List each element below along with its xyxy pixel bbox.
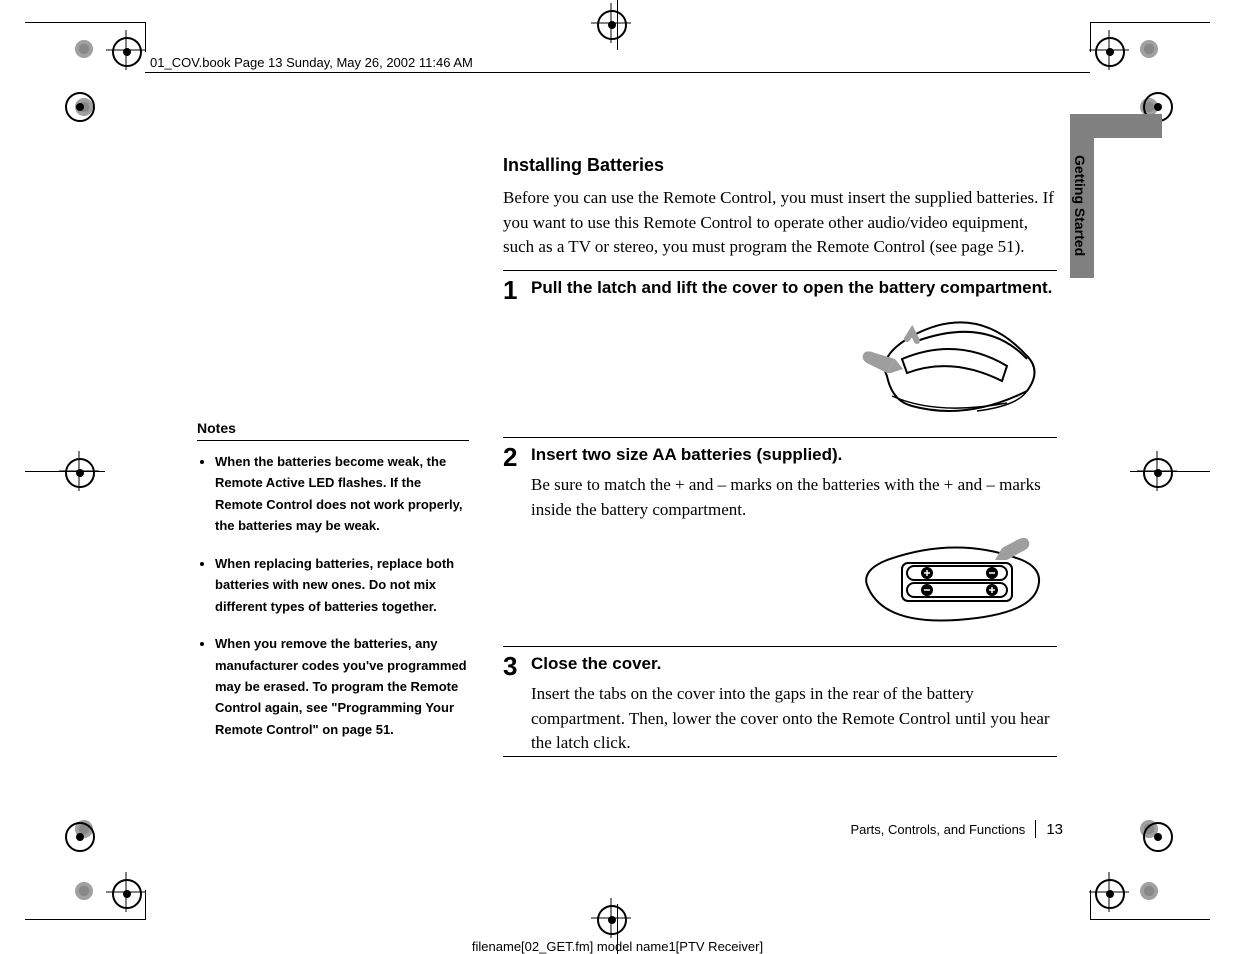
step-rule [503,270,1057,271]
registration-mark [106,30,146,70]
registration-mark [75,40,93,58]
page: 01_COV.book Page 13 Sunday, May 26, 2002… [0,0,1235,954]
intro-paragraph: Before you can use the Remote Control, y… [503,186,1057,260]
registration-mark [591,3,631,43]
page-footer: Parts, Controls, and Functions 13 [503,820,1063,838]
notes-item: When the batteries become weak, the Remo… [215,451,469,537]
step-title: Insert two size AA batteries (supplied). [531,444,1057,467]
crop-rule [1090,919,1210,920]
registration-mark [1089,872,1129,912]
step-title: Close the cover. [531,653,1057,676]
footer-text: Parts, Controls, and Functions [850,822,1025,837]
step-3: 3 Close the cover. Insert the tabs on th… [503,653,1057,756]
crop-rule [1090,22,1210,23]
step-1: 1 Pull the latch and lift the cover to o… [503,277,1057,303]
registration-mark [591,898,631,938]
notes-list: When the batteries become weak, the Remo… [197,451,469,740]
registration-mark [65,822,95,852]
illustration-insert-batteries [503,530,1057,630]
illustration-open-cover [503,311,1057,421]
registration-mark [106,872,146,912]
notes-item: When replacing batteries, replace both b… [215,553,469,617]
footer-separator [1035,820,1036,838]
step-2: 2 Insert two size AA batteries (supplied… [503,444,1057,522]
header-meta: 01_COV.book Page 13 Sunday, May 26, 2002… [150,55,473,70]
registration-mark [1140,882,1158,900]
step-rule [503,437,1057,438]
section-tab-bar [1070,114,1162,138]
page-number: 13 [1046,821,1063,838]
registration-mark [75,882,93,900]
registration-mark [1089,30,1129,70]
notes-heading: Notes [197,420,469,436]
header-rule [145,72,1090,73]
bottom-meta: filename[02_GET.fm] model name1[PTV Rece… [472,939,763,954]
crop-rule [25,919,145,920]
registration-mark [1140,40,1158,58]
notes-item: When you remove the batteries, any manuf… [215,633,469,740]
step-rule [503,646,1057,647]
notes-block: Notes When the batteries become weak, th… [197,420,469,756]
main-content: Installing Batteries Before you can use … [503,155,1057,763]
step-rule [503,756,1057,757]
crop-rule [25,22,145,23]
step-title: Pull the latch and lift the cover to ope… [531,277,1057,300]
step-number: 1 [503,277,521,303]
step-number: 3 [503,653,521,756]
step-body: Insert the tabs on the cover into the ga… [531,682,1057,756]
registration-mark [1143,822,1173,852]
registration-mark [59,451,99,491]
registration-mark [65,92,95,122]
section-tab-label: Getting Started [1072,155,1088,256]
registration-mark [1137,451,1177,491]
step-number: 2 [503,444,521,522]
section-heading: Installing Batteries [503,155,1057,176]
step-body: Be sure to match the + and – marks on th… [531,473,1057,522]
notes-rule [197,440,469,441]
